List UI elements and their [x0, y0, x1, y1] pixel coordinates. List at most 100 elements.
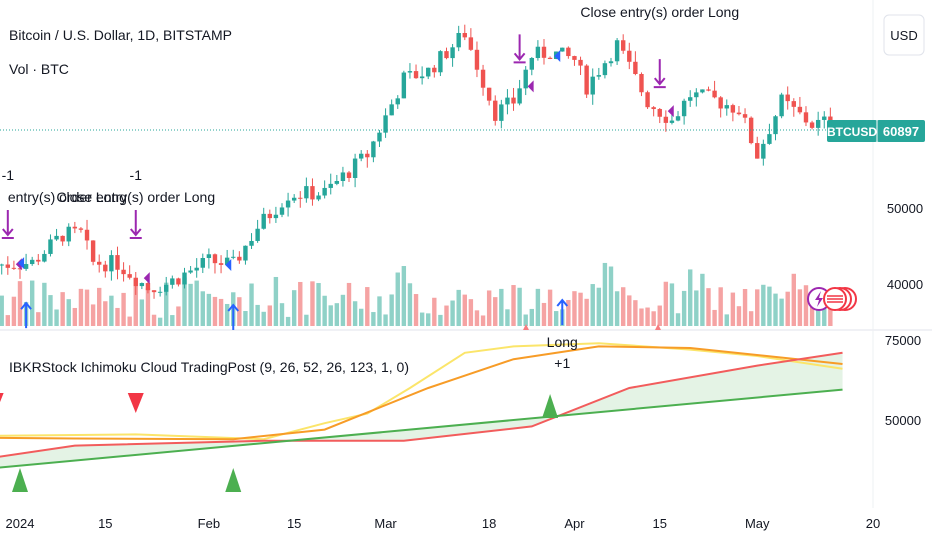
candle-body — [809, 122, 815, 128]
volume-bar — [352, 301, 358, 326]
candle-body — [279, 207, 285, 215]
volume-bar — [809, 306, 815, 326]
volume-bar — [389, 294, 394, 326]
volume-bar — [5, 315, 11, 326]
candle-body — [669, 120, 675, 123]
long-signal-arrow-icon — [20, 301, 32, 329]
candle-body — [11, 267, 17, 269]
candle-body — [742, 114, 748, 118]
candle-body — [78, 228, 84, 230]
time-axis[interactable]: 2024 15 Feb 15 Mar 18 Apr 15 May 20 — [6, 516, 881, 531]
buy-marker-icon — [542, 394, 559, 418]
candle-body — [718, 97, 723, 109]
candle-body — [224, 257, 230, 265]
candle-body — [480, 69, 486, 88]
volume-bar — [608, 266, 614, 326]
candle-body — [779, 94, 784, 117]
volume-bar — [279, 303, 285, 326]
candle-body — [90, 240, 96, 262]
candle-body — [164, 284, 169, 292]
candle-body — [822, 116, 827, 120]
candle-body — [273, 214, 279, 219]
candle-body — [352, 158, 358, 178]
volume-bar — [346, 282, 352, 326]
volume-bar — [304, 314, 309, 326]
volume-bar — [755, 289, 760, 326]
buy-marker-icon — [12, 468, 28, 492]
candle-body — [566, 47, 571, 57]
volume-bar — [291, 290, 297, 326]
candle-body — [730, 105, 736, 113]
candle-body — [23, 264, 29, 269]
candle-body — [285, 200, 291, 208]
candle-body — [620, 40, 626, 51]
volume-bar — [633, 300, 638, 326]
volume-bar — [133, 285, 138, 326]
volume-bar — [590, 284, 595, 326]
volume-bar — [298, 281, 303, 326]
volume-bar — [505, 309, 510, 326]
candle-body — [675, 116, 681, 121]
volume-bar — [17, 281, 23, 326]
candle-body — [413, 71, 419, 79]
ichimoku-lines — [0, 342, 843, 492]
candle-body — [468, 37, 474, 50]
candlestick-series — [0, 24, 833, 299]
volume-bar — [669, 283, 675, 326]
volume-bar — [273, 276, 279, 326]
volume-bar — [322, 295, 327, 326]
volume-bar — [572, 291, 577, 326]
volume-bar — [243, 311, 248, 326]
candle-body — [505, 97, 510, 105]
volume-bar — [499, 288, 504, 326]
candle-body — [340, 172, 346, 181]
price-axis[interactable]: 50000 40000 75000 50000 — [885, 201, 923, 428]
time-axis-label: 15 — [98, 516, 112, 531]
candle-body — [103, 264, 108, 272]
candle-body — [17, 268, 23, 270]
candle-body — [29, 259, 35, 265]
candle-body — [724, 105, 729, 109]
volume-bar — [511, 285, 516, 326]
candle-body — [36, 259, 41, 262]
economic-events-icon[interactable] — [823, 287, 857, 311]
candle-body — [176, 278, 181, 285]
time-axis-label: 2024 — [6, 516, 35, 531]
signal-label: Close entry(s) order Long — [56, 189, 215, 205]
volume-bar — [419, 312, 425, 326]
ichimoku-line-4 — [0, 388, 843, 469]
volume-bar — [462, 294, 467, 326]
exit-marker-icon — [667, 105, 674, 118]
candle-body — [383, 115, 388, 133]
candle-body — [444, 51, 449, 59]
volume-bar — [371, 312, 376, 326]
candle-body — [657, 109, 662, 117]
volume-bar — [614, 291, 620, 326]
candle-body — [767, 134, 772, 144]
candle-body — [328, 183, 333, 188]
signal-label: -1 — [2, 167, 15, 183]
volume-bar — [596, 287, 602, 326]
candle-body — [608, 61, 614, 64]
volume-bar — [103, 301, 108, 326]
volume-marker-1 — [523, 324, 529, 330]
candle-body — [5, 264, 11, 268]
volume-bar — [97, 287, 102, 326]
indicator-axis-label: 75000 — [885, 333, 921, 348]
candle-body — [54, 235, 59, 240]
candle-body — [474, 49, 480, 70]
volume-bar — [627, 295, 632, 326]
candle-body — [304, 186, 309, 199]
volume-bar — [480, 315, 486, 326]
volume-bar — [78, 288, 84, 326]
currency-button[interactable]: USD — [883, 14, 925, 56]
candle-body — [322, 187, 327, 196]
candle-body — [797, 106, 803, 113]
volume-bar — [206, 293, 212, 326]
volume-bar — [60, 292, 65, 326]
volume-bar — [316, 283, 321, 326]
candle-body — [681, 100, 687, 117]
volume-bar — [401, 266, 407, 326]
candle-body — [310, 186, 315, 200]
